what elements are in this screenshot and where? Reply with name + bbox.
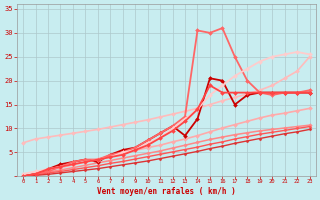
X-axis label: Vent moyen/en rafales ( km/h ): Vent moyen/en rafales ( km/h ) bbox=[97, 187, 236, 196]
